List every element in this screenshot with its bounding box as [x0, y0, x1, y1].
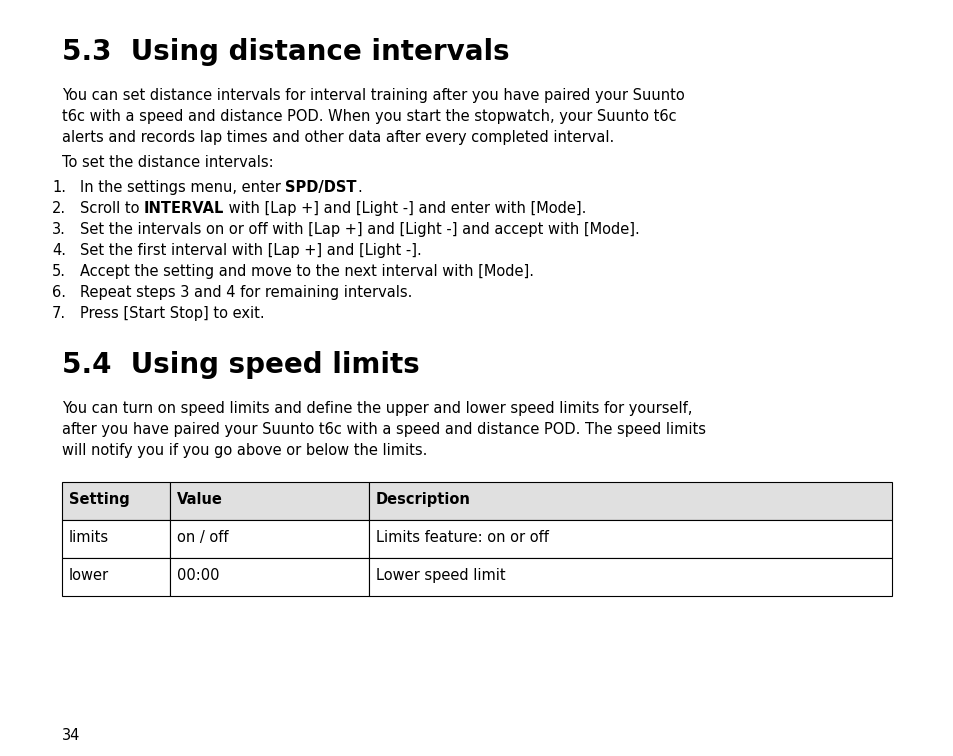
Bar: [170, 520, 369, 558]
Text: Limits feature: on or off: Limits feature: on or off: [375, 530, 548, 545]
Text: Set the intervals on or off with [Lap +] and [Light -] and accept with [Mode].: Set the intervals on or off with [Lap +]…: [80, 222, 639, 237]
Text: 34: 34: [62, 728, 80, 743]
Text: Value: Value: [176, 492, 223, 507]
Bar: [62, 520, 170, 558]
Text: 1.: 1.: [52, 180, 66, 195]
Text: 2.: 2.: [52, 201, 66, 216]
Text: 4.: 4.: [52, 243, 66, 258]
Text: 5.: 5.: [52, 264, 66, 279]
Text: 3.: 3.: [52, 222, 66, 237]
Text: limits: limits: [69, 530, 109, 545]
Bar: [170, 482, 369, 520]
Text: Lower speed limit: Lower speed limit: [375, 568, 505, 583]
Text: after you have paired your Suunto t6c with a speed and distance POD. The speed l: after you have paired your Suunto t6c wi…: [62, 422, 705, 437]
Text: Set the first interval with [Lap +] and [Light -].: Set the first interval with [Lap +] and …: [80, 243, 421, 258]
Text: 7.: 7.: [52, 306, 66, 321]
Text: SPD/DST: SPD/DST: [285, 180, 356, 195]
Text: 5.3  Using distance intervals: 5.3 Using distance intervals: [62, 38, 509, 66]
Text: 5.4  Using speed limits: 5.4 Using speed limits: [62, 351, 419, 379]
Text: will notify you if you go above or below the limits.: will notify you if you go above or below…: [62, 443, 427, 458]
Text: Setting: Setting: [69, 492, 130, 507]
Text: INTERVAL: INTERVAL: [144, 201, 224, 216]
Text: Repeat steps 3 and 4 for remaining intervals.: Repeat steps 3 and 4 for remaining inter…: [80, 285, 412, 300]
Text: Accept the setting and move to the next interval with [Mode].: Accept the setting and move to the next …: [80, 264, 534, 279]
Text: lower: lower: [69, 568, 109, 583]
Text: In the settings menu, enter: In the settings menu, enter: [80, 180, 285, 195]
Text: on / off: on / off: [176, 530, 228, 545]
Bar: [62, 482, 170, 520]
Text: alerts and records lap times and other data after every completed interval.: alerts and records lap times and other d…: [62, 130, 614, 145]
Text: To set the distance intervals:: To set the distance intervals:: [62, 155, 274, 170]
Text: Scroll to: Scroll to: [80, 201, 144, 216]
Bar: [62, 558, 170, 596]
Text: t6c with a speed and distance POD. When you start the stopwatch, your Suunto t6c: t6c with a speed and distance POD. When …: [62, 109, 676, 124]
Text: .: .: [356, 180, 361, 195]
Text: Description: Description: [375, 492, 471, 507]
Bar: [170, 558, 369, 596]
Bar: [369, 520, 891, 558]
Text: You can set distance intervals for interval training after you have paired your : You can set distance intervals for inter…: [62, 88, 684, 103]
Text: with [Lap +] and [Light -] and enter with [Mode].: with [Lap +] and [Light -] and enter wit…: [224, 201, 586, 216]
Bar: [369, 482, 891, 520]
Bar: [369, 558, 891, 596]
Text: Press [Start Stop] to exit.: Press [Start Stop] to exit.: [80, 306, 264, 321]
Text: You can turn on speed limits and define the upper and lower speed limits for you: You can turn on speed limits and define …: [62, 401, 692, 416]
Text: 6.: 6.: [52, 285, 66, 300]
Text: 00:00: 00:00: [176, 568, 219, 583]
